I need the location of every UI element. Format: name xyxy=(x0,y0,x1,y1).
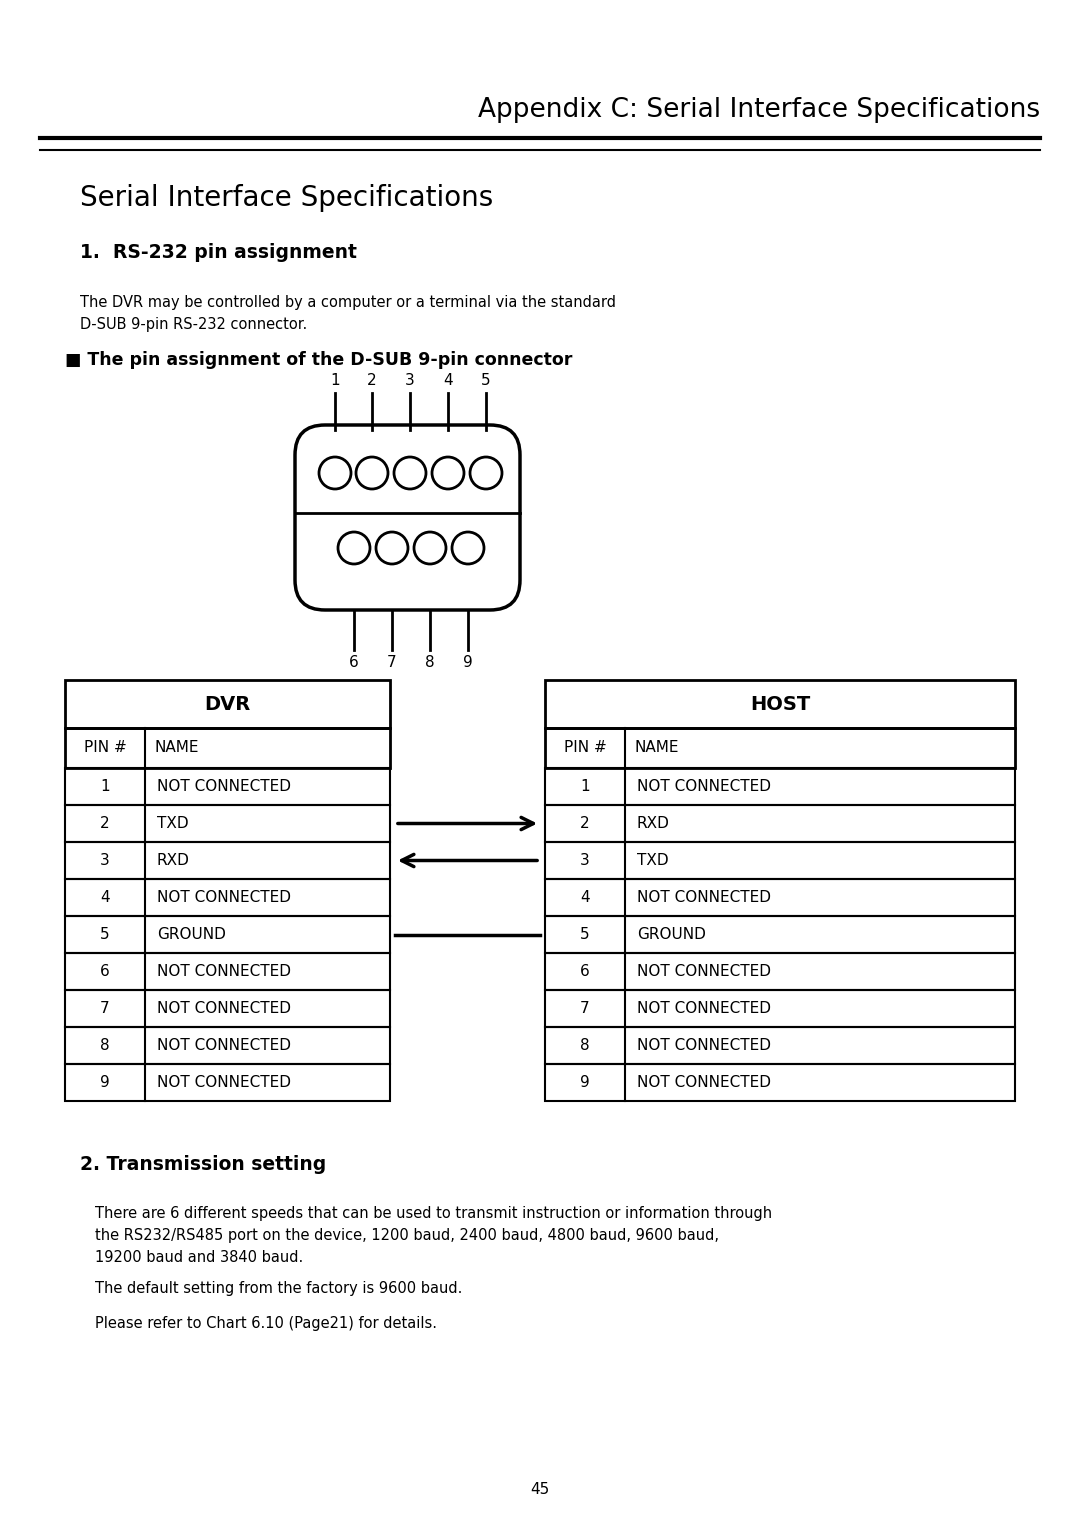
Text: Appendix C: Serial Interface Specifications: Appendix C: Serial Interface Specificati… xyxy=(477,96,1040,122)
Bar xyxy=(65,990,390,1027)
Text: 9: 9 xyxy=(580,1076,590,1089)
Text: NOT CONNECTED: NOT CONNECTED xyxy=(637,964,771,979)
Text: HOST: HOST xyxy=(750,695,810,714)
Text: Please refer to Chart 6.10 (Page21) for details.: Please refer to Chart 6.10 (Page21) for … xyxy=(95,1316,437,1331)
Bar xyxy=(545,915,1015,953)
Bar xyxy=(65,842,390,879)
Bar xyxy=(65,879,390,915)
Text: 5: 5 xyxy=(482,373,490,388)
Text: 45: 45 xyxy=(530,1482,550,1497)
Text: 8: 8 xyxy=(426,656,435,669)
Text: RXD: RXD xyxy=(157,853,190,868)
Text: 8: 8 xyxy=(100,1038,110,1053)
Text: NAME: NAME xyxy=(635,741,679,755)
Text: 1.  RS-232 pin assignment: 1. RS-232 pin assignment xyxy=(80,243,356,261)
Text: 6: 6 xyxy=(580,964,590,979)
Text: TXD: TXD xyxy=(637,853,669,868)
Text: 1: 1 xyxy=(330,373,340,388)
Text: The default setting from the factory is 9600 baud.: The default setting from the factory is … xyxy=(95,1280,462,1296)
Text: DVR: DVR xyxy=(204,695,251,714)
Bar xyxy=(545,842,1015,879)
Text: The DVR may be controlled by a computer or a terminal via the standard
D-SUB 9-p: The DVR may be controlled by a computer … xyxy=(80,295,616,332)
Bar xyxy=(65,953,390,990)
Text: 3: 3 xyxy=(405,373,415,388)
Text: ■ The pin assignment of the D-SUB 9-pin connector: ■ The pin assignment of the D-SUB 9-pin … xyxy=(65,351,572,368)
Text: NOT CONNECTED: NOT CONNECTED xyxy=(157,889,291,905)
Text: NOT CONNECTED: NOT CONNECTED xyxy=(157,1076,291,1089)
Bar xyxy=(545,805,1015,842)
Text: NOT CONNECTED: NOT CONNECTED xyxy=(157,1038,291,1053)
Text: NOT CONNECTED: NOT CONNECTED xyxy=(637,1001,771,1016)
Bar xyxy=(65,680,390,727)
Bar xyxy=(545,990,1015,1027)
Text: NOT CONNECTED: NOT CONNECTED xyxy=(637,1038,771,1053)
Text: 2: 2 xyxy=(367,373,377,388)
Text: 3: 3 xyxy=(100,853,110,868)
Text: 8: 8 xyxy=(580,1038,590,1053)
Text: PIN #: PIN # xyxy=(564,741,606,755)
Text: 5: 5 xyxy=(580,927,590,941)
Text: NOT CONNECTED: NOT CONNECTED xyxy=(157,1001,291,1016)
Text: TXD: TXD xyxy=(157,816,189,831)
Text: 2. Transmission setting: 2. Transmission setting xyxy=(80,1155,326,1175)
Text: 2: 2 xyxy=(100,816,110,831)
Bar xyxy=(65,915,390,953)
Bar xyxy=(65,1063,390,1102)
Text: 7: 7 xyxy=(388,656,396,669)
Text: 7: 7 xyxy=(580,1001,590,1016)
Bar xyxy=(545,1027,1015,1063)
Bar xyxy=(545,769,1015,805)
Text: NOT CONNECTED: NOT CONNECTED xyxy=(157,779,291,795)
Bar xyxy=(545,680,1015,727)
Bar xyxy=(65,727,390,769)
Bar xyxy=(545,727,1015,769)
Text: NOT CONNECTED: NOT CONNECTED xyxy=(157,964,291,979)
Text: 9: 9 xyxy=(463,656,473,669)
Text: 5: 5 xyxy=(100,927,110,941)
Bar xyxy=(65,805,390,842)
Text: Serial Interface Specifications: Serial Interface Specifications xyxy=(80,183,494,212)
Text: 1: 1 xyxy=(580,779,590,795)
Text: NOT CONNECTED: NOT CONNECTED xyxy=(637,1076,771,1089)
Text: 4: 4 xyxy=(100,889,110,905)
Text: 1: 1 xyxy=(100,779,110,795)
Bar xyxy=(545,953,1015,990)
Text: 7: 7 xyxy=(100,1001,110,1016)
Text: 4: 4 xyxy=(443,373,453,388)
Text: PIN #: PIN # xyxy=(83,741,126,755)
Text: 9: 9 xyxy=(100,1076,110,1089)
Bar xyxy=(65,1027,390,1063)
Text: GROUND: GROUND xyxy=(157,927,226,941)
Text: NAME: NAME xyxy=(156,741,200,755)
Bar xyxy=(65,769,390,805)
Text: 4: 4 xyxy=(580,889,590,905)
Text: There are 6 different speeds that can be used to transmit instruction or informa: There are 6 different speeds that can be… xyxy=(95,1206,772,1265)
Text: NOT CONNECTED: NOT CONNECTED xyxy=(637,779,771,795)
Text: RXD: RXD xyxy=(637,816,670,831)
Bar xyxy=(545,1063,1015,1102)
Text: NOT CONNECTED: NOT CONNECTED xyxy=(637,889,771,905)
Text: GROUND: GROUND xyxy=(637,927,706,941)
Text: 6: 6 xyxy=(100,964,110,979)
Text: 3: 3 xyxy=(580,853,590,868)
Bar xyxy=(545,879,1015,915)
Text: 6: 6 xyxy=(349,656,359,669)
Text: 2: 2 xyxy=(580,816,590,831)
